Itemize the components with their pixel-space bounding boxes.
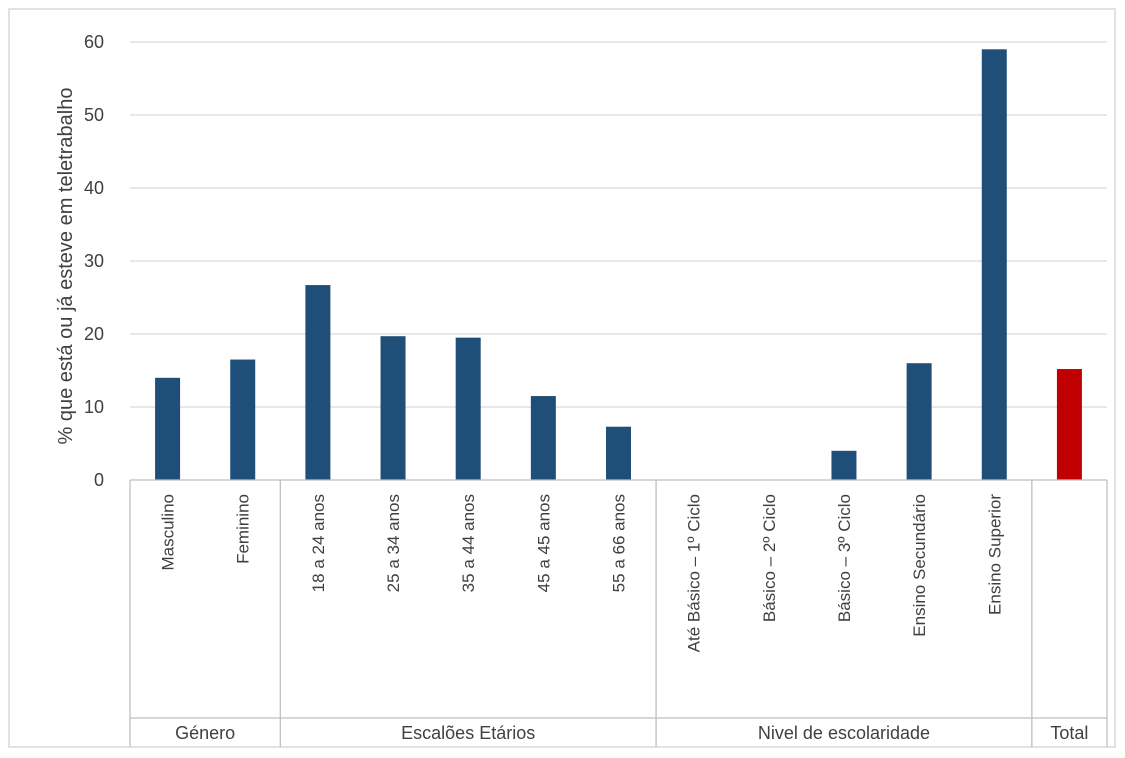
y-tick-label: 30: [84, 251, 104, 271]
group-label: Nivel de escolaridade: [758, 723, 930, 743]
y-axis-label: % que está ou já esteve em teletrabalho: [55, 88, 77, 445]
bar: [606, 426, 631, 480]
y-tick-label: 40: [84, 178, 104, 198]
bar: [380, 336, 406, 480]
bar: [155, 377, 181, 480]
bar: [1056, 369, 1082, 480]
x-tick-label: Ensino Secundário: [910, 494, 929, 637]
x-tick-label: Masculino: [159, 494, 178, 571]
y-tick-label: 0: [94, 470, 104, 490]
labels: 0 10 20 30 40 50 60 Masculino Feminino 18 a 24 an…: [84, 32, 1088, 743]
bar: [530, 396, 556, 480]
x-tick-label: Até Básico – 1º Ciclo: [685, 494, 704, 652]
bar: [455, 337, 481, 480]
bar: [981, 49, 1007, 481]
x-tick-label: Básico – 3º Ciclo: [835, 494, 854, 622]
y-tick-label: 10: [84, 397, 104, 417]
bar: [831, 450, 857, 480]
x-tick-label: 18 a 24 anos: [309, 494, 328, 592]
x-tick-label: 35 a 44 anos: [459, 494, 478, 592]
x-tick-label: Ensino Superior: [985, 494, 1004, 615]
axes: [129, 479, 1108, 747]
bar: [906, 363, 932, 480]
bar: [230, 359, 256, 480]
group-label: Total: [1050, 723, 1088, 743]
group-label: Género: [175, 723, 235, 743]
y-tick-label: 60: [84, 32, 104, 52]
x-tick-label: Feminino: [234, 494, 253, 564]
x-tick-label: 55 a 66 anos: [610, 494, 629, 592]
bar: [305, 285, 331, 480]
y-tick-label: 20: [84, 324, 104, 344]
gridlines: [130, 41, 1107, 408]
bars: [155, 49, 1082, 481]
x-tick-label: 45 a 45 anos: [534, 494, 553, 592]
x-tick-label: 25 a 34 anos: [384, 494, 403, 592]
y-tick-label: 50: [84, 105, 104, 125]
group-label: Escalões Etários: [401, 723, 535, 743]
x-tick-label: Básico – 2º Ciclo: [760, 494, 779, 622]
